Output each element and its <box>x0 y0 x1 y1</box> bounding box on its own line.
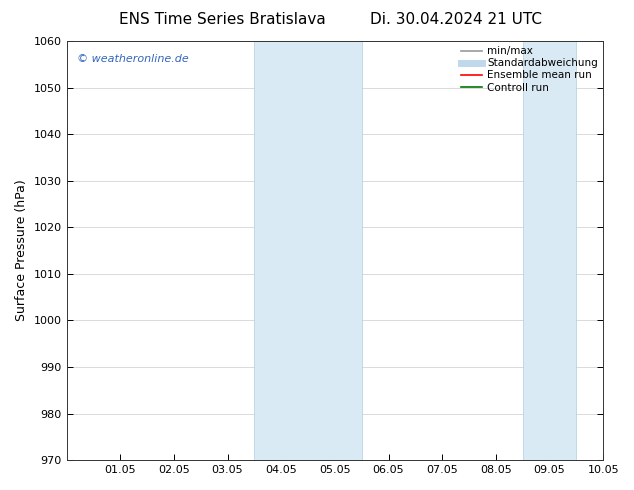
Bar <box>522 41 576 460</box>
Text: Di. 30.04.2024 21 UTC: Di. 30.04.2024 21 UTC <box>370 12 543 27</box>
Legend: min/max, Standardabweichung, Ensemble mean run, Controll run: min/max, Standardabweichung, Ensemble me… <box>459 44 600 95</box>
Text: © weatheronline.de: © weatheronline.de <box>77 53 189 64</box>
Text: ENS Time Series Bratislava: ENS Time Series Bratislava <box>119 12 325 27</box>
Y-axis label: Surface Pressure (hPa): Surface Pressure (hPa) <box>15 180 28 321</box>
Bar <box>254 41 361 460</box>
